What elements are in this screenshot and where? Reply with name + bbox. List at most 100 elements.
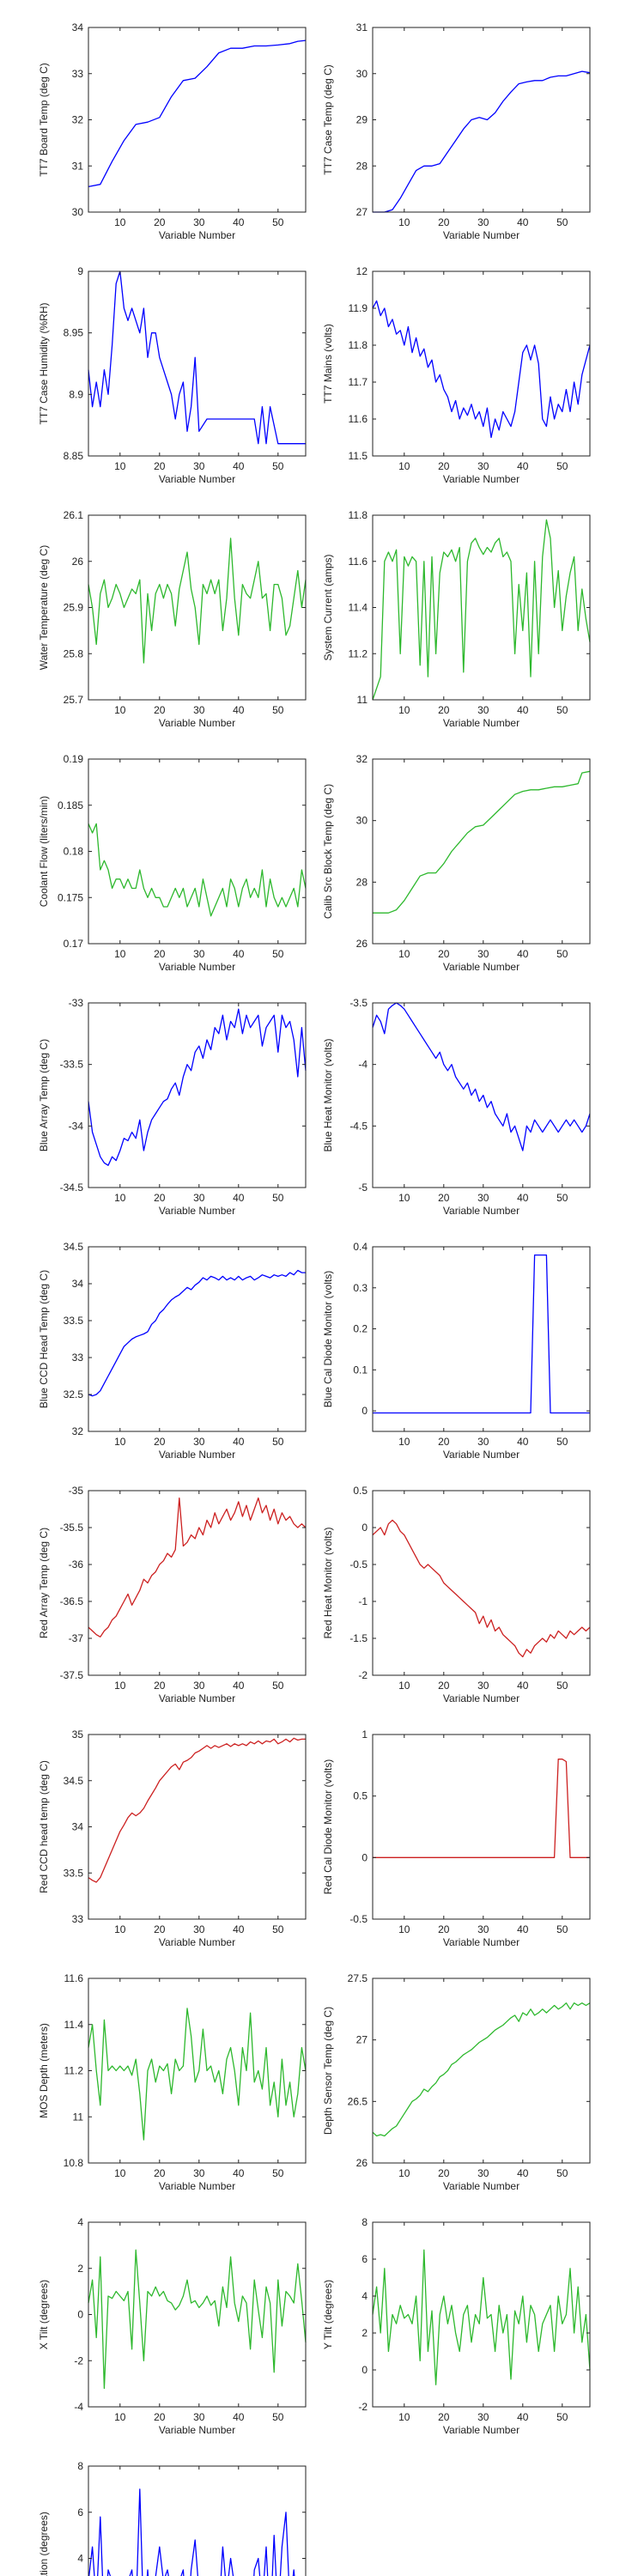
x-tick-label: 50 bbox=[272, 704, 284, 716]
x-tick-label: 20 bbox=[438, 1192, 450, 1204]
x-tick-label: 30 bbox=[193, 2411, 205, 2423]
plot-frame bbox=[372, 514, 591, 701]
y-tick-label: 26 bbox=[72, 556, 84, 568]
y-tick-label: 0 bbox=[77, 2309, 83, 2321]
x-tick-label: 20 bbox=[438, 1436, 450, 1448]
y-tick-label: 33 bbox=[72, 68, 84, 80]
y-tick-label: 0.18 bbox=[64, 846, 84, 858]
y-tick-label: -2 bbox=[358, 1669, 368, 1681]
x-tick-label: 50 bbox=[272, 460, 284, 472]
y-tick-label: -35 bbox=[69, 1485, 84, 1497]
x-axis-label: Variable Number bbox=[443, 717, 519, 729]
y-tick-label: -36.5 bbox=[60, 1595, 84, 1607]
y-tick-label: -2 bbox=[358, 2401, 368, 2413]
x-tick-label: 30 bbox=[193, 1923, 205, 1935]
plot-frame bbox=[88, 2221, 307, 2408]
x-tick-label: 10 bbox=[398, 460, 410, 472]
plot-frame bbox=[372, 1246, 591, 1432]
x-tick-label: 10 bbox=[398, 1192, 410, 1204]
y-axis-label: TT7 Case Humidity (%RH) bbox=[38, 302, 50, 424]
y-tick-label: 12 bbox=[356, 265, 368, 277]
x-tick-label: 20 bbox=[154, 460, 166, 472]
chart-panel: 10 20 30 40 50 8.85 8.9 8.95 9 Variable Number TT7… bbox=[38, 265, 307, 485]
chart-panel: 10 20 30 40 50 26 26.5 27 27.5 Variable Number Dep… bbox=[322, 1972, 591, 2192]
y-tick-label: 0.17 bbox=[64, 938, 84, 950]
y-tick-label: 27 bbox=[356, 2034, 368, 2046]
y-tick-label: -37 bbox=[69, 1632, 84, 1644]
x-tick-label: 10 bbox=[114, 1436, 126, 1448]
y-axis-label: Water Temperature (deg C) bbox=[38, 545, 50, 670]
x-tick-label: 50 bbox=[272, 1923, 284, 1935]
y-tick-label: 30 bbox=[356, 815, 368, 827]
y-axis-label: Blue Cal Diode Monitor (volts) bbox=[322, 1271, 334, 1407]
y-tick-label: 8.9 bbox=[69, 388, 83, 400]
plot-frame bbox=[372, 1490, 591, 1676]
x-tick-label: 10 bbox=[398, 2411, 410, 2423]
x-tick-label: 40 bbox=[517, 460, 529, 472]
y-tick-label: 33 bbox=[72, 1913, 84, 1925]
y-tick-label: -37.5 bbox=[60, 1669, 84, 1681]
y-tick-label: 11.5 bbox=[349, 450, 368, 462]
y-tick-label: 8 bbox=[361, 2216, 368, 2228]
y-tick-label: 0.5 bbox=[353, 1485, 368, 1497]
y-tick-label: 29 bbox=[356, 114, 368, 126]
series-line bbox=[372, 1519, 591, 1658]
y-axis-label: Red Array Temp (deg C) bbox=[38, 1528, 50, 1638]
y-tick-label: 11.8 bbox=[349, 509, 368, 521]
x-tick-label: 50 bbox=[272, 2167, 284, 2179]
x-axis-label: Variable Number bbox=[443, 1205, 519, 1217]
x-axis-label: Variable Number bbox=[159, 2180, 235, 2192]
y-tick-label: 26.5 bbox=[348, 2095, 368, 2107]
plot-frame bbox=[88, 1978, 307, 2164]
y-tick-label: -3.5 bbox=[349, 997, 368, 1009]
x-tick-label: 30 bbox=[477, 216, 489, 228]
x-tick-label: 40 bbox=[233, 1436, 245, 1448]
y-tick-label: 11.4 bbox=[64, 2019, 84, 2031]
x-axis-label: Variable Number bbox=[443, 2424, 519, 2436]
y-tick-label: -34.5 bbox=[60, 1182, 84, 1194]
x-tick-label: 40 bbox=[517, 948, 529, 960]
y-tick-label: 33.5 bbox=[64, 1315, 84, 1327]
x-axis-label: Variable Number bbox=[159, 1692, 235, 1704]
y-tick-label: -1.5 bbox=[349, 1632, 368, 1644]
series-line bbox=[88, 538, 307, 664]
chart-panel: 10 20 30 40 50 -2 -1.5 -1 -0.5 0 0.5 Variable Numbe… bbox=[322, 1485, 591, 1704]
y-axis-label: TT7 Mains (volts) bbox=[322, 324, 334, 404]
chart-panel: 10 20 30 40 50 27 28 29 30 31 Variable Number TT7 C… bbox=[322, 21, 591, 241]
series-line bbox=[372, 300, 591, 439]
series-line bbox=[88, 1008, 307, 1166]
y-axis-label: MOS Depth (meters) bbox=[38, 2023, 50, 2118]
plot-frame bbox=[372, 2221, 591, 2408]
y-tick-label: 11.8 bbox=[349, 339, 368, 351]
y-tick-label: 34.5 bbox=[64, 1775, 84, 1787]
x-tick-label: 30 bbox=[477, 948, 489, 960]
x-tick-label: 20 bbox=[438, 948, 450, 960]
series-line bbox=[88, 2249, 307, 2390]
series-line bbox=[88, 1737, 306, 1883]
y-tick-label: 0.2 bbox=[353, 1323, 368, 1335]
y-tick-label: 11.6 bbox=[64, 1972, 84, 1984]
plot-frame bbox=[372, 270, 591, 457]
chart-panel: 10 20 30 40 50 32 32.5 33 33.5 34 34.5 Variable Num… bbox=[38, 1241, 307, 1461]
y-tick-label: 2 bbox=[361, 2327, 368, 2339]
x-axis-label: Variable Number bbox=[159, 961, 235, 973]
y-tick-label: 32.5 bbox=[64, 1388, 84, 1400]
x-tick-label: 40 bbox=[517, 216, 529, 228]
chart-panel: 10 20 30 40 50 11.5 11.6 11.7 11.8 11.9 12 Variable… bbox=[322, 265, 591, 485]
x-tick-label: 40 bbox=[233, 460, 245, 472]
x-tick-label: 30 bbox=[193, 460, 205, 472]
y-tick-label: 27 bbox=[356, 206, 368, 218]
x-axis-label: Variable Number bbox=[443, 1449, 519, 1461]
series-line bbox=[372, 519, 591, 701]
y-tick-label: -5 bbox=[358, 1182, 368, 1194]
x-tick-label: 40 bbox=[517, 1192, 529, 1204]
x-tick-label: 10 bbox=[114, 460, 126, 472]
x-axis-label: Variable Number bbox=[159, 229, 235, 241]
x-tick-label: 40 bbox=[517, 1923, 529, 1935]
y-tick-label: 34.5 bbox=[64, 1241, 84, 1253]
x-tick-label: 50 bbox=[556, 704, 568, 716]
x-tick-label: 30 bbox=[477, 1436, 489, 1448]
x-tick-label: 30 bbox=[193, 216, 205, 228]
y-tick-label: 0 bbox=[361, 1522, 368, 1534]
